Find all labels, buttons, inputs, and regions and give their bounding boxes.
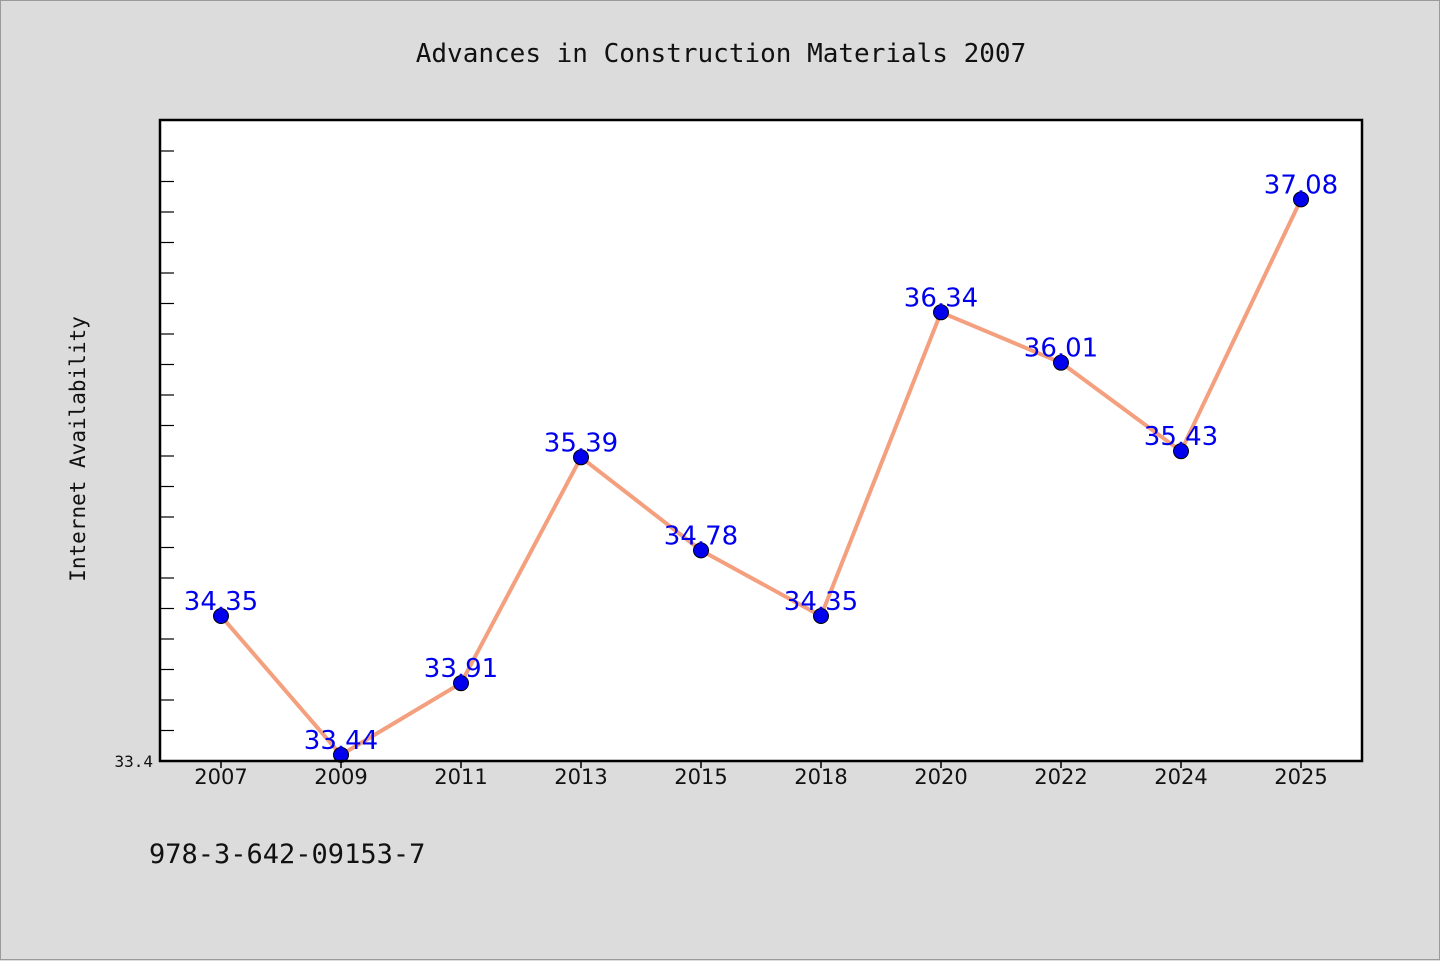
x-tick-label-7: 2022 <box>1034 765 1087 789</box>
data-label-0: 34.35 <box>184 587 258 617</box>
x-tick-label-6: 2020 <box>914 765 967 789</box>
data-point-1 <box>333 746 349 763</box>
plot-area <box>160 120 1362 761</box>
data-label-9: 37.08 <box>1264 170 1338 200</box>
x-tick-label-8: 2024 <box>1154 765 1207 789</box>
x-tick-label-9: 2025 <box>1274 765 1327 789</box>
x-tick-label-1: 2009 <box>314 765 367 789</box>
data-point-0 <box>213 608 229 625</box>
data-point-5 <box>813 608 829 625</box>
x-tick-label-4: 2015 <box>674 765 727 789</box>
data-label-3: 35.39 <box>544 428 618 458</box>
series-line-group <box>219 197 1303 757</box>
y-min-tick-label: 33.4 <box>114 752 153 771</box>
data-label-6: 36.34 <box>904 283 978 313</box>
x-tick-label-5: 2018 <box>794 765 847 789</box>
data-point-8 <box>1173 443 1189 460</box>
series-line <box>219 197 1303 757</box>
data-point-3 <box>573 449 589 466</box>
data-point-2 <box>453 675 469 692</box>
x-tick-label-2: 2011 <box>434 765 487 789</box>
plot-border <box>158 118 1364 763</box>
data-label-2: 33.91 <box>424 654 498 684</box>
data-point-4 <box>693 542 709 559</box>
x-tick-label-0: 2007 <box>194 765 247 789</box>
data-point-9 <box>1293 191 1309 208</box>
data-label-8: 35.43 <box>1144 422 1218 452</box>
footnote-isbn: 978-3-642-09153-7 <box>149 839 425 870</box>
data-point-6 <box>933 304 949 321</box>
x-axis-ticks: 2007 2009 2011 2013 2015 2018 2020 2022 2024 2025 <box>194 761 1328 789</box>
y-axis-ticks <box>160 150 174 762</box>
data-label-7: 36.01 <box>1024 334 1098 364</box>
data-label-4: 34.78 <box>664 521 738 551</box>
data-label-1: 33.44 <box>304 726 378 756</box>
data-point-7 <box>1053 354 1069 371</box>
data-label-5: 34.35 <box>784 587 858 617</box>
x-tick-label-3: 2013 <box>554 765 607 789</box>
markers-group <box>213 191 1309 763</box>
chart-title: Advances in Construction Materials 2007 <box>416 39 1026 69</box>
data-labels-group: 34.35 33.44 33.91 35.39 34.78 34.35 36.34 36.01… <box>184 170 1338 756</box>
y-axis-label: Internet Availability <box>66 316 90 582</box>
